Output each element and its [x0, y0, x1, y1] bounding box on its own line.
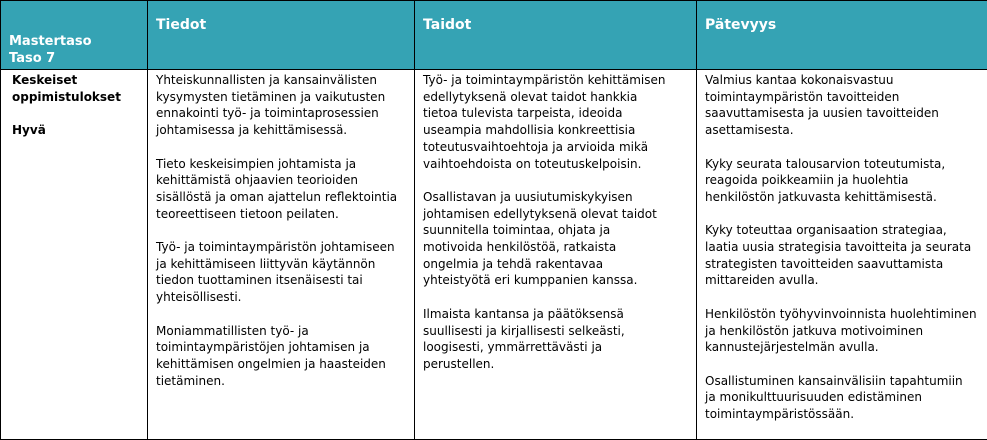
header-row: Mastertaso Taso 7 Tiedot Taidot Pätevyys: [1, 1, 987, 70]
competence-paragraph: Kyky seurata talousarvion toteutumista, …: [705, 156, 979, 206]
grade-label: Hyvä: [12, 122, 139, 139]
row-label: Keskeiset oppimistulokset: [12, 72, 139, 105]
knowledge-paragraph: Työ- ja toimintaympäristön johtamiseen j…: [156, 239, 406, 306]
competence-paragraph: Henkilöstön työhyvinvoinnista huolehtimi…: [705, 306, 979, 356]
competence-paragraph: Kyky toteuttaa organisaation strategiaa,…: [705, 222, 979, 289]
knowledge-cell: Yhteiskunnallisten ja kansainvälisten ky…: [148, 70, 415, 440]
competence-paragraph: Valmius kantaa kokonaisvastuu toimintaym…: [705, 72, 979, 139]
skills-cell: Työ- ja toimintaympäristön kehittämisen …: [415, 70, 697, 440]
knowledge-paragraph: Moniammatillisten työ- ja toimintaympäri…: [156, 323, 406, 390]
skills-header: Taidot: [415, 1, 697, 70]
row-label-cell: Keskeiset oppimistulokset Hyvä: [1, 70, 148, 440]
skills-paragraph: Työ- ja toimintaympäristön kehittämisen …: [423, 72, 688, 172]
level-number: Taso 7: [9, 51, 55, 66]
knowledge-header: Tiedot: [148, 1, 415, 70]
table-row: Keskeiset oppimistulokset Hyvä Yhteiskun…: [1, 70, 987, 440]
competence-paragraph: Osallistuminen kansainvälisiin tapahtumi…: [705, 373, 979, 423]
knowledge-paragraph: Yhteiskunnallisten ja kansainvälisten ky…: [156, 72, 406, 139]
competence-cell: Valmius kantaa kokonaisvastuu toimintaym…: [697, 70, 987, 440]
knowledge-paragraph: Tieto keskeisimpien johtamista ja kehitt…: [156, 156, 406, 223]
skills-paragraph: Osallistavan ja uusiutumiskykyisen johta…: [423, 189, 688, 289]
competence-header: Pätevyys: [697, 1, 987, 70]
level-title: Mastertaso: [9, 34, 92, 49]
level-header: Mastertaso Taso 7: [1, 1, 148, 70]
skills-paragraph: Ilmaista kantansa ja päätöksensä suullis…: [423, 306, 688, 373]
